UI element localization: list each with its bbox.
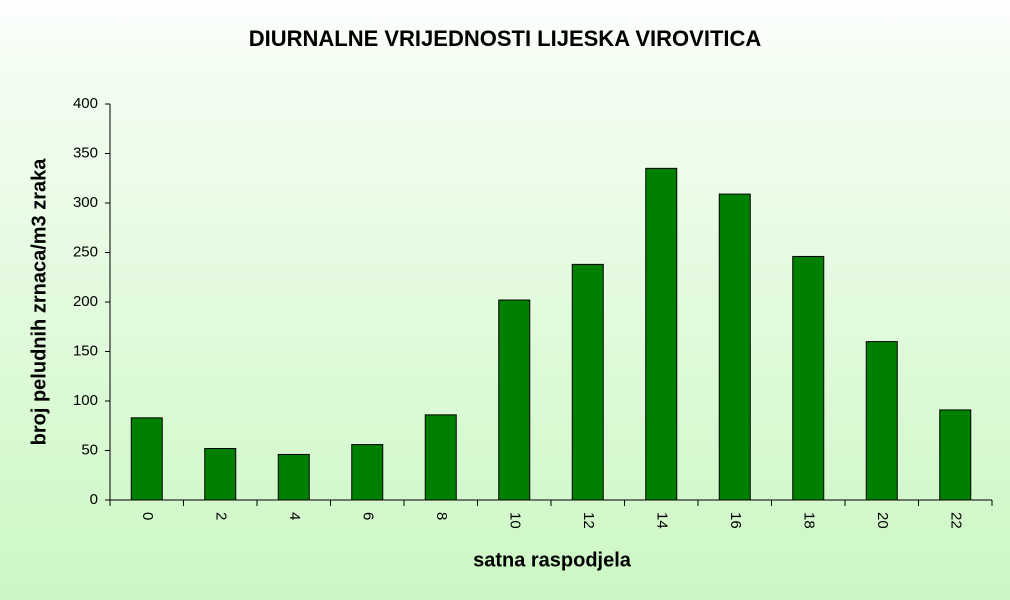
x-tick-label: 16 xyxy=(727,512,744,529)
y-axis-label: broj peludnih zrnaca/m3 zraka xyxy=(28,158,50,446)
y-tick-label: 400 xyxy=(73,95,98,112)
x-tick-label: 18 xyxy=(800,512,817,529)
y-tick-label: 100 xyxy=(73,392,98,409)
y-tick-label: 300 xyxy=(73,194,98,211)
x-axis-label: satna raspodjela xyxy=(473,549,632,571)
x-tick-label: 2 xyxy=(212,512,229,520)
bar xyxy=(498,299,531,501)
x-tick-label: 4 xyxy=(286,512,303,520)
x-tick-label: 14 xyxy=(653,512,670,529)
bar xyxy=(792,255,825,501)
bar xyxy=(645,167,678,501)
y-tick-label: 350 xyxy=(73,144,98,161)
bar xyxy=(277,453,310,501)
y-tick-label: 50 xyxy=(81,441,98,458)
x-tick-label: 8 xyxy=(433,512,450,520)
x-tick-label: 22 xyxy=(947,512,964,529)
bar xyxy=(424,414,457,501)
bar xyxy=(351,444,384,501)
x-tick-label: 20 xyxy=(874,512,891,529)
x-tick-label: 10 xyxy=(506,512,523,529)
bar xyxy=(130,417,163,501)
y-tick-label: 0 xyxy=(90,491,98,508)
chart-title: DIURNALNE VRIJEDNOSTI LIJESKA VIROVITICA xyxy=(249,26,762,51)
x-tick-label: 6 xyxy=(359,512,376,520)
y-tick-label: 200 xyxy=(73,293,98,310)
bar xyxy=(571,263,604,501)
y-tick-label: 150 xyxy=(73,342,98,359)
x-tick-label: 12 xyxy=(580,512,597,529)
bar xyxy=(204,448,237,501)
bar xyxy=(718,193,751,501)
bar xyxy=(939,409,972,501)
bar xyxy=(865,341,898,501)
y-tick-label: 250 xyxy=(73,243,98,260)
x-tick-label: 0 xyxy=(139,512,156,520)
